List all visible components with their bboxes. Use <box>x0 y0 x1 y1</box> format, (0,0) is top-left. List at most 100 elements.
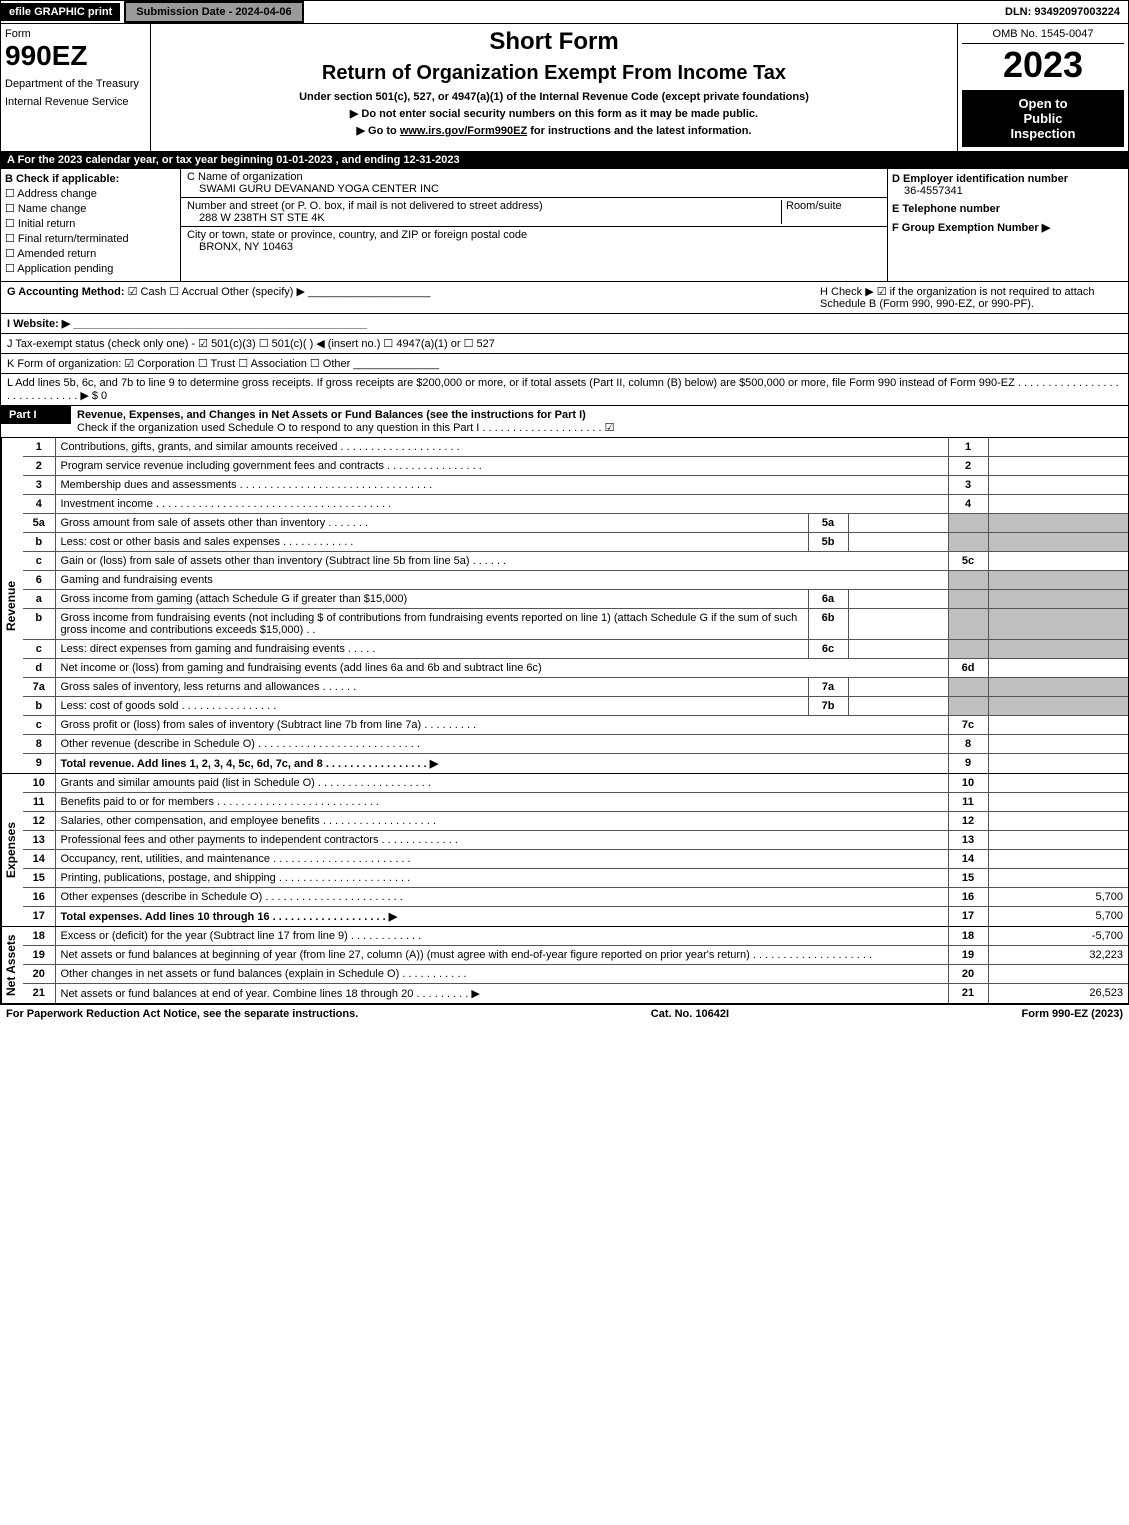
d-label: D Employer identification number <box>892 173 1124 185</box>
open3: Inspection <box>966 126 1120 141</box>
line-number: d <box>23 659 55 678</box>
chk-initial[interactable]: ☐ Initial return <box>5 217 176 230</box>
box-number: 7c <box>948 716 988 735</box>
g-opts[interactable]: ☑ Cash ☐ Accrual Other (specify) ▶ <box>128 286 305 298</box>
box-number <box>948 678 988 697</box>
line-desc: Net assets or fund balances at end of ye… <box>55 984 948 1004</box>
sub-value <box>848 514 948 533</box>
amount-value <box>988 850 1128 869</box>
amount-value: 32,223 <box>988 946 1128 965</box>
table-row: 6Gaming and fundraising events <box>23 571 1128 590</box>
line-desc: Salaries, other compensation, and employ… <box>55 812 948 831</box>
footer: For Paperwork Reduction Act Notice, see … <box>0 1004 1129 1023</box>
goto-post: for instructions and the latest informat… <box>527 125 751 137</box>
street-label: Number and street (or P. O. box, if mail… <box>187 200 781 212</box>
chk-pending[interactable]: ☐ Application pending <box>5 262 176 275</box>
amount-value <box>988 640 1128 659</box>
amount-value <box>988 697 1128 716</box>
line-number: a <box>23 590 55 609</box>
tax-year: 2023 <box>962 44 1124 86</box>
box-number: 3 <box>948 476 988 495</box>
form-word: Form <box>5 28 146 40</box>
expenses-section: Expenses 10Grants and similar amounts pa… <box>0 774 1129 927</box>
line-number: 14 <box>23 850 55 869</box>
goto-link[interactable]: www.irs.gov/Form990EZ <box>400 125 527 137</box>
amount-value <box>988 793 1128 812</box>
amount-value <box>988 716 1128 735</box>
sub-value <box>848 609 948 640</box>
table-row: bLess: cost of goods sold . . . . . . . … <box>23 697 1128 716</box>
sub-label: 7b <box>808 697 848 716</box>
ein-value: 36-4557341 <box>892 185 1124 197</box>
amount-value <box>988 659 1128 678</box>
table-row: 2Program service revenue including gover… <box>23 457 1128 476</box>
amount-value: -5,700 <box>988 927 1128 946</box>
line-desc: Less: cost or other basis and sales expe… <box>55 533 808 552</box>
amount-value <box>988 590 1128 609</box>
row-j[interactable]: J Tax-exempt status (check only one) - ☑… <box>1 334 1128 354</box>
irs-label: Internal Revenue Service <box>5 96 146 108</box>
box-number: 9 <box>948 754 988 774</box>
line-desc: Excess or (deficit) for the year (Subtra… <box>55 927 948 946</box>
line-number: 19 <box>23 946 55 965</box>
row-l: L Add lines 5b, 6c, and 7b to line 9 to … <box>1 374 1128 405</box>
open2: Public <box>966 111 1120 126</box>
line-number: 1 <box>23 438 55 457</box>
box-number <box>948 640 988 659</box>
dln-label: DLN: 93492097003224 <box>997 3 1128 21</box>
header-mid: Short Form Return of Organization Exempt… <box>151 24 958 151</box>
box-number: 10 <box>948 774 988 793</box>
line-desc: Printing, publications, postage, and shi… <box>55 869 948 888</box>
box-number: 15 <box>948 869 988 888</box>
chk-final[interactable]: ☐ Final return/terminated <box>5 232 176 245</box>
table-row: 9Total revenue. Add lines 1, 2, 3, 4, 5c… <box>23 754 1128 774</box>
top-bar: efile GRAPHIC print Submission Date - 20… <box>0 0 1129 24</box>
box-number <box>948 609 988 640</box>
g-line: ____________________ <box>308 286 430 298</box>
amount-value <box>988 438 1128 457</box>
box-number <box>948 697 988 716</box>
table-row: 7aGross sales of inventory, less returns… <box>23 678 1128 697</box>
line-desc: Gross sales of inventory, less returns a… <box>55 678 808 697</box>
efile-label[interactable]: efile GRAPHIC print <box>1 3 120 21</box>
chk-address[interactable]: ☐ Address change <box>5 187 176 200</box>
sub-value <box>848 590 948 609</box>
submission-date: Submission Date - 2024-04-06 <box>124 1 303 23</box>
sub-label: 5a <box>808 514 848 533</box>
goto-pre: ▶ Go to <box>357 125 400 137</box>
amount-value <box>988 754 1128 774</box>
amount-value <box>988 609 1128 640</box>
table-row: bGross income from fundraising events (n… <box>23 609 1128 640</box>
line-number: 4 <box>23 495 55 514</box>
part1-check[interactable]: Check if the organization used Schedule … <box>77 422 615 434</box>
box-number: 2 <box>948 457 988 476</box>
line-desc: Contributions, gifts, grants, and simila… <box>55 438 948 457</box>
box-number: 16 <box>948 888 988 907</box>
box-number: 20 <box>948 965 988 984</box>
amount-value: 5,700 <box>988 907 1128 927</box>
box-number <box>948 571 988 590</box>
form-number: 990EZ <box>5 40 146 72</box>
line-number: b <box>23 697 55 716</box>
netassets-section: Net Assets 18Excess or (deficit) for the… <box>0 927 1129 1004</box>
line-desc: Less: direct expenses from gaming and fu… <box>55 640 808 659</box>
amount-value <box>988 735 1128 754</box>
amount-value <box>988 457 1128 476</box>
row-h[interactable]: H Check ▶ ☑ if the organization is not r… <box>812 285 1122 310</box>
sub-value <box>848 697 948 716</box>
table-row: 1Contributions, gifts, grants, and simil… <box>23 438 1128 457</box>
row-k[interactable]: K Form of organization: ☑ Corporation ☐ … <box>1 354 1128 374</box>
amount-value <box>988 869 1128 888</box>
chk-amended[interactable]: ☐ Amended return <box>5 247 176 260</box>
chk-name[interactable]: ☐ Name change <box>5 202 176 215</box>
line-desc: Gross profit or (loss) from sales of inv… <box>55 716 948 735</box>
line-number: 6 <box>23 571 55 590</box>
row-a-tax-year: A For the 2023 calendar year, or tax yea… <box>0 152 1129 169</box>
footer-right: Form 990-EZ (2023) <box>1022 1008 1123 1020</box>
amount-value <box>988 514 1128 533</box>
line-desc: Occupancy, rent, utilities, and maintena… <box>55 850 948 869</box>
expense-table: 10Grants and similar amounts paid (list … <box>23 774 1128 926</box>
form-header: Form 990EZ Department of the Treasury In… <box>0 24 1129 152</box>
line-desc: Other changes in net assets or fund bala… <box>55 965 948 984</box>
table-row: 21Net assets or fund balances at end of … <box>23 984 1128 1004</box>
